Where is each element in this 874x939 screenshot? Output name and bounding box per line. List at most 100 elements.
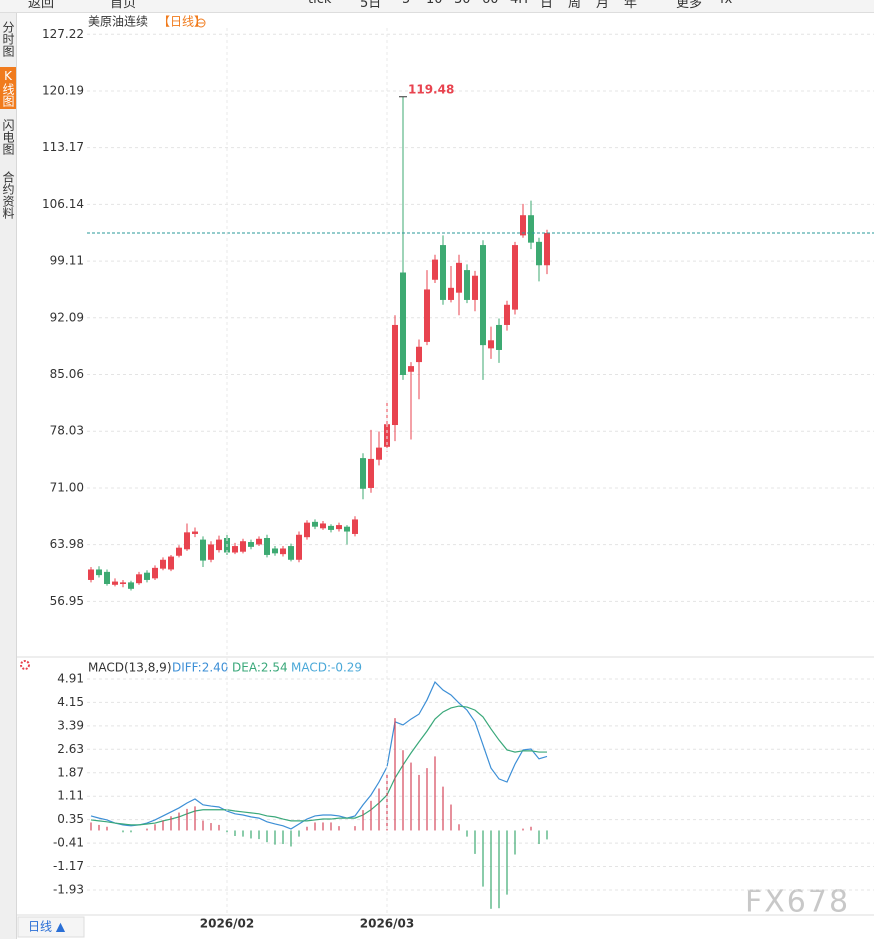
toolbar-item[interactable]: 返回 (28, 0, 55, 11)
candle-body (320, 523, 326, 529)
candle-body (424, 289, 430, 342)
legend-item: DEA:2.54 (232, 661, 288, 675)
candle-body (152, 567, 158, 579)
candle-body (368, 458, 374, 488)
y-tick-label: 113.17 (42, 140, 84, 154)
candle-body (384, 424, 390, 447)
candle-body (256, 538, 262, 545)
candle-body (440, 245, 446, 300)
candle-body (88, 569, 94, 580)
candle-body (520, 215, 526, 236)
candle-body (344, 526, 350, 532)
toolbar-item[interactable]: 周 (568, 0, 582, 11)
toolbar-item[interactable]: 30 (454, 0, 471, 7)
candle-body (488, 340, 494, 349)
candle-body (336, 525, 342, 530)
macd-line (90, 705, 547, 826)
period-tab[interactable] (17, 916, 85, 938)
y-tick-label: -1.17 (53, 859, 84, 873)
y-tick-label: 1.87 (57, 765, 84, 779)
legend-item: MACD:-0.29 (291, 661, 362, 675)
candle-body (432, 259, 438, 280)
toolbar-item[interactable]: 更多 (676, 0, 703, 11)
period-tab-label[interactable]: 日线 ▲ (28, 920, 66, 934)
candle-body (288, 546, 294, 560)
x-tick-label: 2026/02 (200, 917, 254, 931)
y-tick-label: 1.11 (57, 789, 84, 803)
y-tick-label: 0.35 (57, 812, 84, 826)
y-tick-label: 4.15 (57, 695, 84, 709)
candle-body (144, 572, 150, 580)
y-tick-label: 71.00 (50, 480, 84, 494)
candle-body (408, 366, 414, 372)
collapse-icon[interactable] (196, 18, 206, 28)
candle-body (112, 581, 118, 585)
candle-body (128, 582, 134, 589)
toolbar-item[interactable]: fx (720, 0, 732, 7)
candle-body (304, 522, 310, 538)
toolbar-item[interactable]: 10 (426, 0, 443, 7)
candle-body (456, 262, 462, 293)
high-annotation: 119.48 (408, 82, 454, 96)
y-tick-label: -0.41 (53, 836, 84, 850)
candle-body (240, 541, 246, 552)
toolbar-item[interactable]: 年 (624, 0, 638, 11)
candle-body (232, 546, 238, 553)
candle-body (104, 571, 110, 584)
y-tick-label: 120.19 (42, 84, 84, 98)
legend-item: DIFF:2.40 (172, 661, 228, 675)
candle-body (216, 539, 222, 551)
candle-body (352, 519, 358, 534)
sidebar-tab[interactable]: 分时图 (1, 21, 15, 57)
toolbar-item[interactable]: 5 (402, 0, 410, 7)
toolbar: 返回 首页 tick 5日 5 10 30 60 4H 日 周 月 年 更多 fx (0, 0, 874, 13)
y-tick-label: 99.11 (50, 254, 84, 268)
candle-body (136, 574, 142, 584)
chart-title: 美原油连续 (88, 14, 148, 29)
x-tick-label: 2026/03 (360, 917, 414, 931)
candle-body (536, 241, 542, 266)
candle-body (360, 458, 366, 489)
candle-body (528, 215, 534, 243)
candle-body (272, 548, 278, 554)
chart-subtitle: 【日线】 (158, 15, 206, 29)
sidebar-tab[interactable]: 闪电图 (1, 119, 15, 155)
candle-body (392, 324, 398, 426)
candle-body (512, 245, 518, 310)
sidebar-tab[interactable]: K线图 (0, 67, 16, 109)
toolbar-item[interactable]: 月 (596, 0, 610, 11)
y-tick-label: 78.03 (50, 424, 84, 438)
candle-body (400, 272, 406, 375)
y-tick-label: 3.39 (57, 718, 84, 732)
candle-body (120, 582, 126, 584)
y-tick-label: 106.14 (42, 197, 84, 211)
candle-body (328, 525, 334, 530)
toolbar-item[interactable]: 4H (510, 0, 528, 7)
y-tick-label: 63.98 (50, 537, 84, 551)
candle-body (184, 532, 190, 550)
candle-body (472, 275, 478, 300)
candle-body (160, 559, 166, 569)
macd-line (90, 680, 548, 830)
candle-body (176, 547, 182, 556)
candle-body (544, 232, 550, 266)
toolbar-item[interactable]: 日 (540, 0, 554, 11)
indicator-title: MACD(13,8,9) (88, 661, 172, 675)
toolbar-item[interactable]: tick (308, 0, 331, 7)
y-tick-label: -1.93 (53, 883, 84, 897)
candle-body (416, 346, 422, 363)
sidebar-tab[interactable]: 合约资料 (1, 171, 15, 219)
candle-body (192, 531, 198, 534)
candle-body (376, 447, 382, 460)
y-tick-label: 2.63 (57, 742, 84, 756)
candle-body (296, 534, 302, 560)
toolbar-item[interactable]: 60 (482, 0, 499, 7)
candle-body (96, 569, 102, 576)
settings-icon[interactable] (20, 660, 30, 670)
toolbar-item[interactable]: 5日 (360, 0, 382, 11)
toolbar-item[interactable]: 首页 (110, 0, 137, 11)
candle-body (480, 245, 486, 346)
candle-body (208, 544, 214, 560)
y-tick-label: 56.95 (50, 594, 84, 608)
